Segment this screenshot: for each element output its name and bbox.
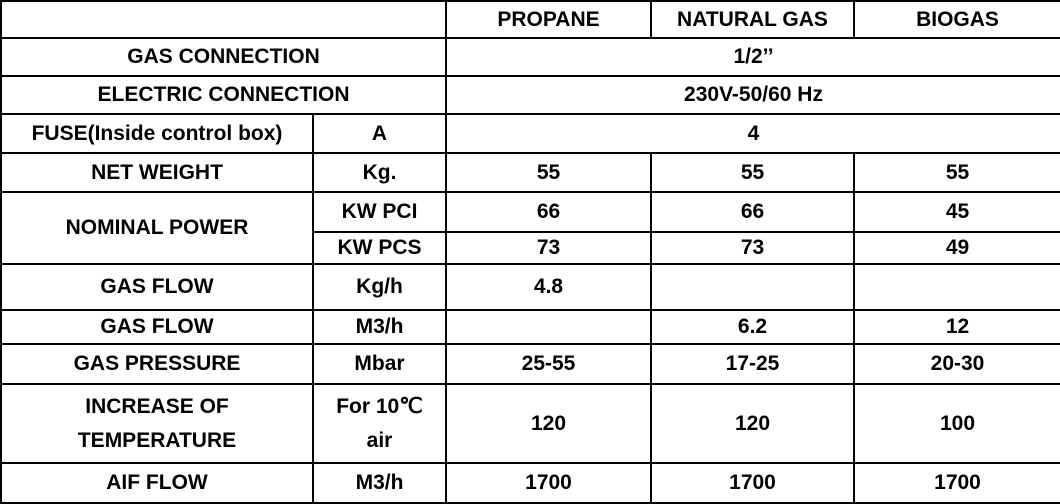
header-row: PROPANE NATURAL GAS BIOGAS bbox=[0, 0, 1060, 39]
row-gas-flow-kg: GAS FLOW Kg/h 4.8 bbox=[0, 263, 1060, 311]
gas-connection-value: 1/2’’ bbox=[445, 37, 1060, 77]
increase-temp-unit-line2: air bbox=[366, 428, 393, 452]
gas-pressure-propane: 25-55 bbox=[445, 343, 652, 385]
increase-temp-unit: For 10℃ air bbox=[312, 383, 447, 464]
nominal-power-pcs-propane: 73 bbox=[445, 231, 652, 265]
net-weight-label: NET WEIGHT bbox=[0, 152, 314, 193]
increase-temp-biogas: 100 bbox=[853, 383, 1060, 464]
aif-flow-unit: M3/h bbox=[312, 462, 447, 504]
net-weight-propane: 55 bbox=[445, 152, 652, 193]
header-propane: PROPANE bbox=[445, 0, 652, 39]
aif-flow-propane: 1700 bbox=[445, 462, 652, 504]
increase-temp-unit-line1: For 10℃ bbox=[336, 394, 423, 418]
gas-flow-m3-label: GAS FLOW bbox=[0, 309, 314, 345]
aif-flow-natural-gas: 1700 bbox=[650, 462, 855, 504]
gas-flow-kg-unit: Kg/h bbox=[312, 263, 447, 311]
gas-flow-kg-natural-gas bbox=[650, 263, 855, 311]
row-nominal-power-pcs: KW PCS 73 73 49 bbox=[1, 231, 1060, 265]
nominal-power-label: NOMINAL POWER bbox=[0, 191, 314, 265]
gas-pressure-label: GAS PRESSURE bbox=[0, 343, 314, 385]
gas-pressure-unit: Mbar bbox=[312, 343, 447, 385]
electric-connection-value: 230V-50/60 Hz bbox=[445, 75, 1060, 115]
nominal-power-pcs-unit: KW PCS bbox=[312, 231, 447, 265]
electric-connection-label: ELECTRIC CONNECTION bbox=[0, 75, 447, 115]
gas-flow-kg-propane: 4.8 bbox=[445, 263, 652, 311]
increase-temp-natural-gas: 120 bbox=[650, 383, 855, 464]
fuse-unit: A bbox=[312, 113, 447, 154]
row-nominal-power-pci: NOMINAL POWER KW PCI 66 66 45 bbox=[0, 191, 1060, 265]
aif-flow-label: AIF FLOW bbox=[0, 462, 314, 504]
header-biogas: BIOGAS bbox=[853, 0, 1060, 39]
fuse-label: FUSE(Inside control box) bbox=[0, 113, 314, 154]
nominal-power-pci-biogas: 45 bbox=[853, 191, 1060, 233]
gas-flow-m3-propane bbox=[445, 309, 652, 345]
nominal-power-pcs-natural-gas: 73 bbox=[650, 231, 855, 265]
row-increase-of-temperature: INCREASE OF TEMPERATURE For 10℃ air 120 … bbox=[0, 383, 1060, 464]
gas-pressure-natural-gas: 17-25 bbox=[650, 343, 855, 385]
net-weight-natural-gas: 55 bbox=[650, 152, 855, 193]
gas-pressure-biogas: 20-30 bbox=[853, 343, 1060, 385]
nominal-power-pci-natural-gas: 66 bbox=[650, 191, 855, 233]
header-natural-gas: NATURAL GAS bbox=[650, 0, 855, 39]
row-fuse: FUSE(Inside control box) A 4 bbox=[0, 113, 1060, 154]
gas-flow-kg-label: GAS FLOW bbox=[0, 263, 314, 311]
nominal-power-pci-propane: 66 bbox=[445, 191, 652, 233]
gas-connection-label: GAS CONNECTION bbox=[0, 37, 447, 77]
row-gas-pressure: GAS PRESSURE Mbar 25-55 17-25 20-30 bbox=[0, 343, 1060, 385]
row-electric-connection: ELECTRIC CONNECTION 230V-50/60 Hz bbox=[0, 75, 1060, 115]
net-weight-biogas: 55 bbox=[853, 152, 1060, 193]
nominal-power-pci-unit: KW PCI bbox=[312, 191, 447, 233]
increase-temp-propane: 120 bbox=[445, 383, 652, 464]
row-gas-connection: GAS CONNECTION 1/2’’ bbox=[0, 37, 1060, 77]
gas-flow-kg-biogas bbox=[853, 263, 1060, 311]
row-aif-flow: AIF FLOW M3/h 1700 1700 1700 bbox=[0, 462, 1060, 504]
row-net-weight: NET WEIGHT Kg. 55 55 55 bbox=[0, 152, 1060, 193]
corner-cell bbox=[0, 0, 447, 39]
fuse-value: 4 bbox=[445, 113, 1060, 154]
net-weight-unit: Kg. bbox=[312, 152, 447, 193]
increase-temp-label-line1: INCREASE OF bbox=[85, 394, 229, 418]
row-gas-flow-m3: GAS FLOW M3/h 6.2 12 bbox=[0, 309, 1060, 345]
gas-flow-m3-natural-gas: 6.2 bbox=[650, 309, 855, 345]
nominal-power-pcs-biogas: 49 bbox=[853, 231, 1060, 265]
gas-flow-m3-unit: M3/h bbox=[312, 309, 447, 345]
aif-flow-biogas: 1700 bbox=[853, 462, 1060, 504]
increase-temp-label-line2: TEMPERATURE bbox=[77, 428, 237, 452]
nominal-power-label-text: NOMINAL POWER bbox=[65, 216, 249, 240]
increase-temp-label: INCREASE OF TEMPERATURE bbox=[0, 383, 314, 464]
gas-flow-m3-biogas: 12 bbox=[853, 309, 1060, 345]
